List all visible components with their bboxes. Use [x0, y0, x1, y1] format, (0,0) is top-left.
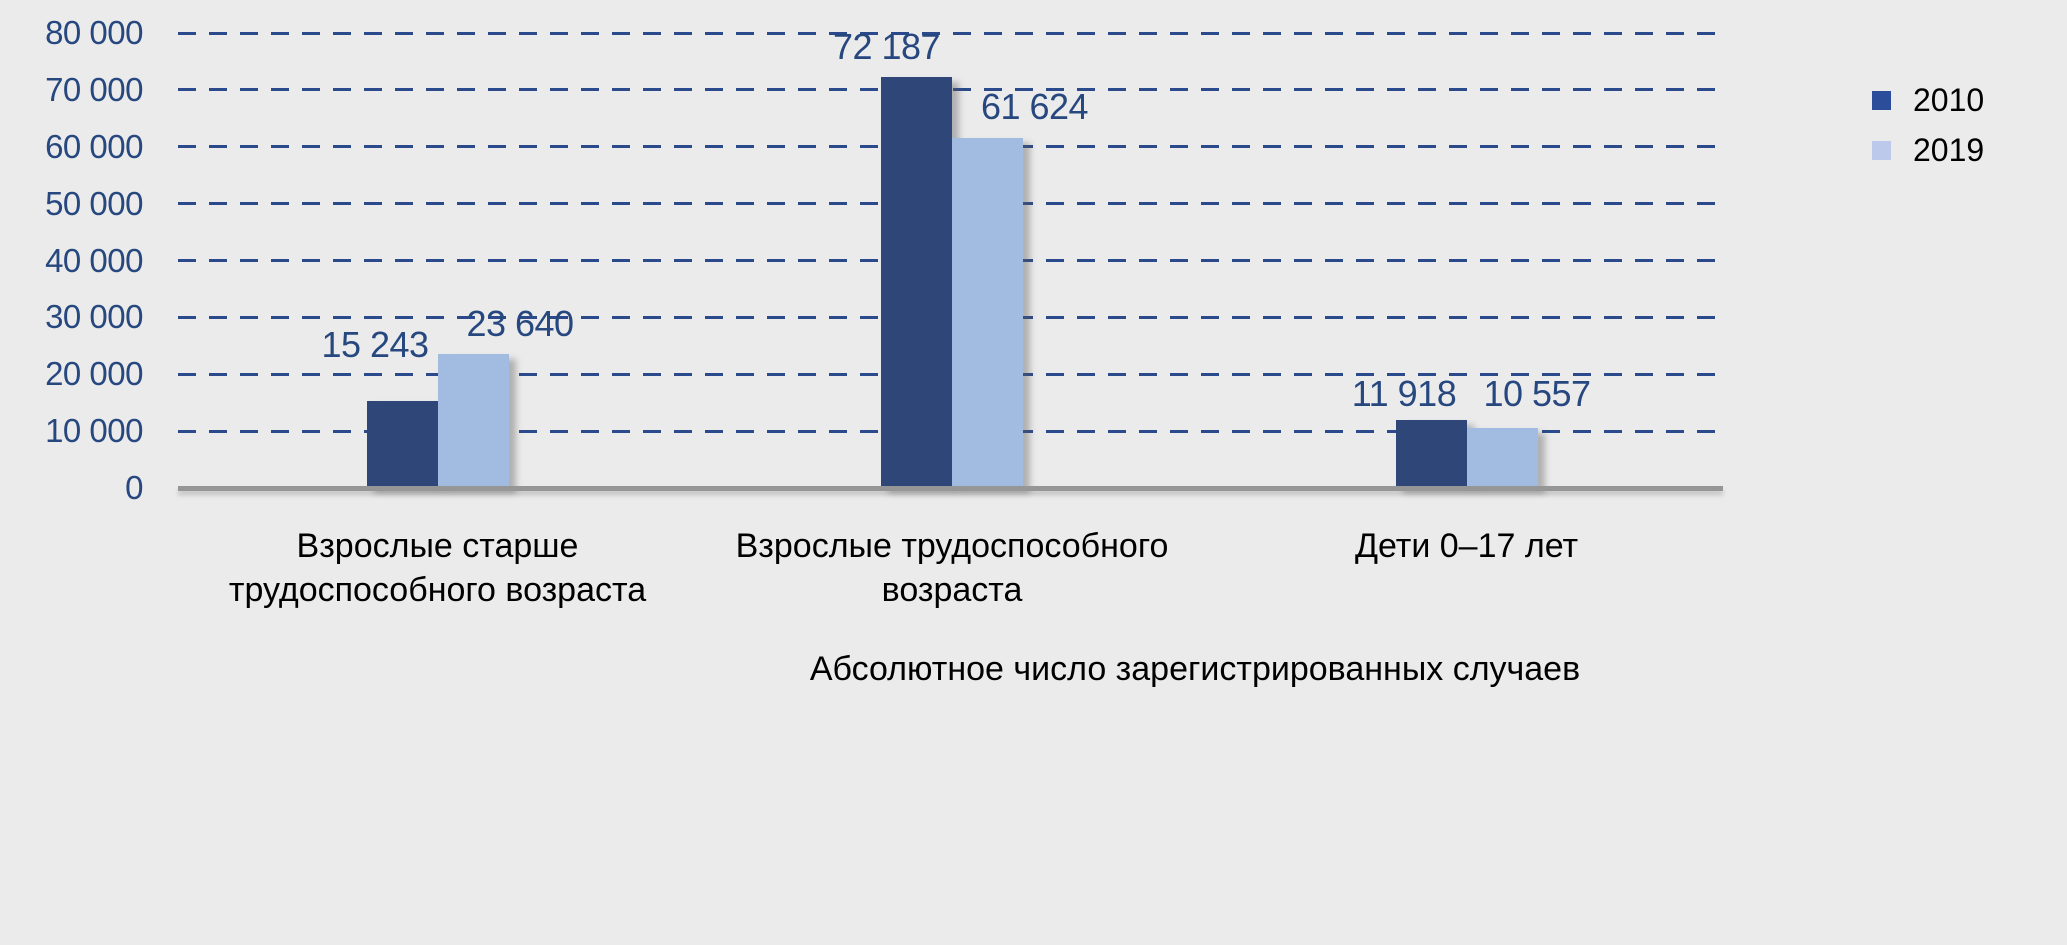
category-label-group3: Дети 0–17 лет [1355, 524, 1578, 568]
bar-2019-group2 [952, 137, 1023, 488]
y-tick-label: 0 [125, 469, 143, 506]
y-tick-label: 70 000 [45, 70, 143, 108]
value-label-2010-group3: 11 918 [1351, 373, 1457, 415]
category-label-line: Дети 0–17 лет [1354, 527, 1579, 565]
legend: 2010 2019 [1872, 82, 1984, 168]
legend-swatch-2019-icon [1872, 140, 1891, 160]
value-label-2019-group3: 10 557 [1483, 372, 1591, 414]
legend-label-2019: 2019 [1913, 132, 1985, 168]
legend-swatch-2010-icon [1872, 90, 1891, 110]
category-label-line: Взрослые старше [296, 527, 579, 565]
legend-item-2010: 2010 [1872, 82, 1984, 118]
bar-2019-group1 [437, 353, 509, 488]
y-tick-label: 80 000 [45, 14, 143, 51]
x-axis-title: Абсолютное число зарегистрированных случ… [809, 650, 1581, 688]
value-label-2010-group2: 72 187 [832, 26, 941, 68]
category-label-group1: Взрослые старше трудоспособного возраста [229, 524, 646, 612]
y-tick-label: 40 000 [45, 241, 143, 279]
value-label-2010-group1: 15 243 [321, 324, 429, 366]
y-tick-label: 30 000 [45, 298, 143, 336]
gridline [178, 31, 1723, 35]
category-label-group2: Взрослые трудоспособного возраста [736, 524, 1169, 612]
y-tick-label: 50 000 [45, 184, 143, 222]
legend-label-2010: 2010 [1913, 82, 1985, 118]
y-tick-label: 20 000 [45, 355, 143, 393]
category-label-line: Взрослые трудоспособного [735, 527, 1169, 565]
y-tick-label: 60 000 [45, 127, 143, 165]
bar-2010-group1 [366, 401, 438, 488]
category-label-line: трудоспособного возраста [228, 571, 647, 609]
legend-item-2019: 2019 [1872, 132, 1984, 168]
category-label-line: возраста [881, 571, 1023, 609]
bar-2010-group3 [1395, 420, 1467, 488]
bar-2010-group2 [881, 77, 952, 488]
y-tick-label: 10 000 [45, 412, 143, 450]
value-label-2019-group1: 23 640 [466, 302, 574, 344]
x-axis-line [178, 486, 1723, 491]
bar-2019-group3 [1466, 427, 1538, 488]
value-label-2019-group2: 61 624 [980, 85, 1089, 127]
